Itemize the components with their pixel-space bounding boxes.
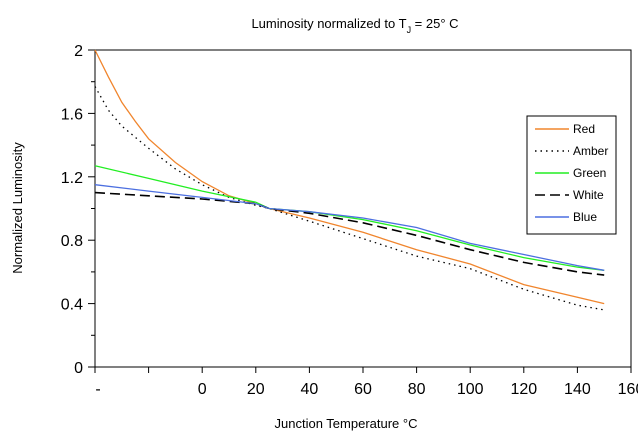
y-tick-label: 0 — [74, 360, 83, 377]
legend-label-green: Green — [573, 166, 606, 180]
x-tick-label: 60 — [354, 381, 372, 398]
series-line-white — [94, 191, 605, 276]
legend-label-red: Red — [573, 122, 595, 136]
series-line-blue — [94, 184, 605, 271]
x-tick-label: 40 — [301, 381, 319, 398]
x-tick-label: 20 — [247, 381, 265, 398]
x-tick-label: - — [95, 381, 100, 398]
y-axis-title: Normalized Luminosity — [10, 142, 25, 274]
legend-label-white: White — [573, 188, 604, 202]
series-line-amber — [94, 86, 605, 311]
legend-box — [526, 115, 617, 235]
y-tick-label: 1.2 — [61, 170, 83, 187]
x-axis-title: Junction Temperature °C — [275, 416, 418, 431]
y-tick-label: 1.6 — [61, 106, 83, 123]
legend: Red Amber Green White Blue — [526, 115, 617, 235]
legend-label-amber: Amber — [573, 144, 608, 158]
y-tick-label: 0.4 — [61, 297, 83, 314]
y-tick-label: 0.8 — [61, 233, 83, 250]
series-line-green — [94, 165, 605, 271]
x-tick-label: 120 — [510, 381, 537, 398]
x-tick-label: 100 — [457, 381, 484, 398]
x-tick-label: 0 — [198, 381, 207, 398]
chart-title: Luminosity normalized to TJ = 25° C — [251, 16, 458, 35]
x-tick-label: 140 — [564, 381, 591, 398]
legend-label-blue: Blue — [573, 210, 597, 224]
x-tick-label: 160 — [618, 381, 638, 398]
y-tick-label: 2 — [74, 43, 83, 60]
x-tick-label: 80 — [408, 381, 426, 398]
